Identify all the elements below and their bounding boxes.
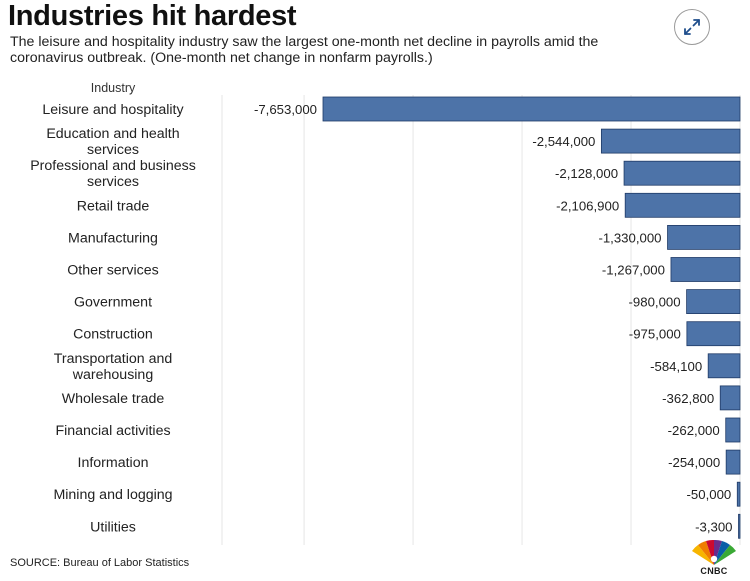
data-label: -1,330,000 [598, 230, 661, 245]
data-label: -1,267,000 [602, 263, 665, 278]
expand-button[interactable] [674, 9, 710, 45]
bar [686, 289, 741, 315]
category-label: Leisure and hospitality [42, 102, 184, 118]
page-title: Industries hit hardest [8, 0, 297, 32]
category-label: Other services [67, 263, 158, 279]
bar [667, 224, 741, 250]
logo-wordmark: CNBC [700, 566, 728, 576]
category-axis-header: Industry [91, 81, 136, 95]
bar [707, 353, 741, 379]
bar [322, 96, 741, 122]
data-label: -2,128,000 [555, 166, 618, 181]
data-label: -2,544,000 [532, 134, 595, 149]
cnbc-peacock-logo [692, 539, 736, 565]
category-label: Transportation and warehousing [54, 351, 173, 383]
data-label: -7,653,000 [254, 102, 317, 117]
bar [686, 321, 741, 347]
bar [725, 449, 741, 475]
bar [719, 385, 741, 411]
data-label: -50,000 [687, 487, 732, 502]
category-label: Information [78, 455, 149, 471]
category-label: Utilities [90, 519, 136, 535]
chart-subtitle: The leisure and hospitality industry saw… [10, 34, 599, 66]
bar [600, 128, 741, 154]
category-label: Mining and logging [53, 487, 172, 503]
category-label: Education and health services [46, 126, 179, 158]
category-label: Financial activities [55, 423, 170, 439]
data-label: -3,300 [695, 519, 732, 534]
category-label: Government [74, 295, 152, 311]
category-label: Manufacturing [68, 230, 158, 246]
bar [623, 160, 741, 186]
category-label: Wholesale trade [62, 391, 165, 407]
data-label: -254,000 [668, 455, 720, 470]
expand-arrows-icon [684, 19, 700, 35]
bar [725, 417, 741, 443]
bar [624, 192, 741, 218]
source-note: SOURCE: Bureau of Labor Statistics [10, 557, 190, 569]
data-label: -362,800 [662, 391, 714, 406]
bar [738, 513, 741, 539]
category-label: Construction [73, 327, 153, 343]
category-label: Retail trade [77, 198, 150, 214]
category-label: Professional and business services [30, 158, 196, 190]
data-label: -975,000 [629, 327, 681, 342]
bar [670, 257, 741, 282]
data-label: -584,100 [650, 359, 702, 374]
data-label: -262,000 [668, 423, 720, 438]
bar [736, 481, 741, 507]
data-label: -2,106,900 [556, 198, 619, 213]
data-label: -980,000 [629, 295, 681, 310]
